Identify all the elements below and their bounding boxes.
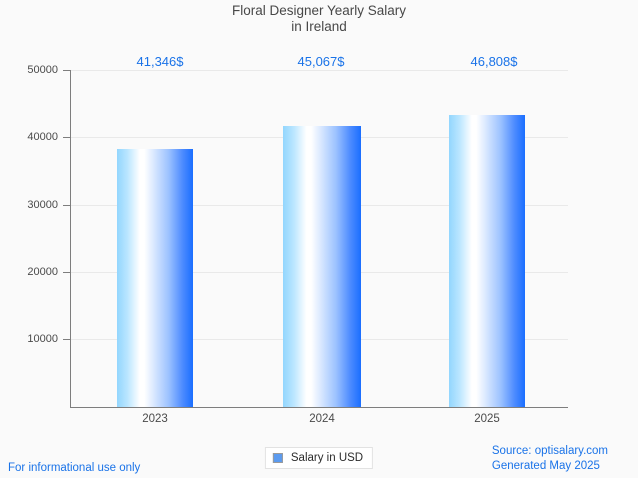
bar-2025[interactable]	[449, 115, 525, 407]
x-tick-label-2024: 2024	[309, 413, 335, 425]
bar-2023[interactable]	[117, 149, 193, 407]
bar-value-label-2024: 45,067$	[297, 54, 345, 69]
y-tick-label-30000: 30000	[27, 199, 58, 211]
footer-source: Source: optisalary.com Generated May 202…	[491, 445, 608, 472]
x-axis-line	[70, 407, 568, 408]
y-tick-mark-40000	[63, 137, 70, 138]
gridline-50000	[70, 70, 568, 71]
y-tick-mark-30000	[63, 205, 70, 206]
bar-2024[interactable]	[283, 126, 361, 407]
x-tick-label-2025: 2025	[474, 413, 500, 425]
y-tick-mark-50000	[63, 70, 70, 71]
y-tick-mark-10000	[63, 339, 70, 340]
y-tick-mark-20000	[63, 272, 70, 273]
chart-title: Floral Designer Yearly Salary in Ireland	[231, 3, 407, 34]
chart-legend[interactable]: Salary in USD	[264, 447, 374, 469]
bar-value-label-2023: 41,346$	[136, 54, 184, 69]
plot-area	[70, 70, 568, 407]
bar-value-label-2025: 46,808$	[470, 54, 518, 69]
footer-disclaimer: For informational use only	[8, 462, 141, 474]
x-tick-label-2023: 2023	[142, 413, 168, 425]
y-tick-label-20000: 20000	[27, 266, 58, 278]
y-axis-line	[70, 70, 71, 408]
legend-swatch-salary-in-usd	[272, 453, 283, 463]
y-tick-label-10000: 10000	[27, 333, 58, 345]
y-tick-label-40000: 40000	[27, 131, 58, 143]
legend-label-salary-in-usd: Salary in USD	[290, 452, 364, 464]
y-tick-label-50000: 50000	[27, 64, 58, 76]
